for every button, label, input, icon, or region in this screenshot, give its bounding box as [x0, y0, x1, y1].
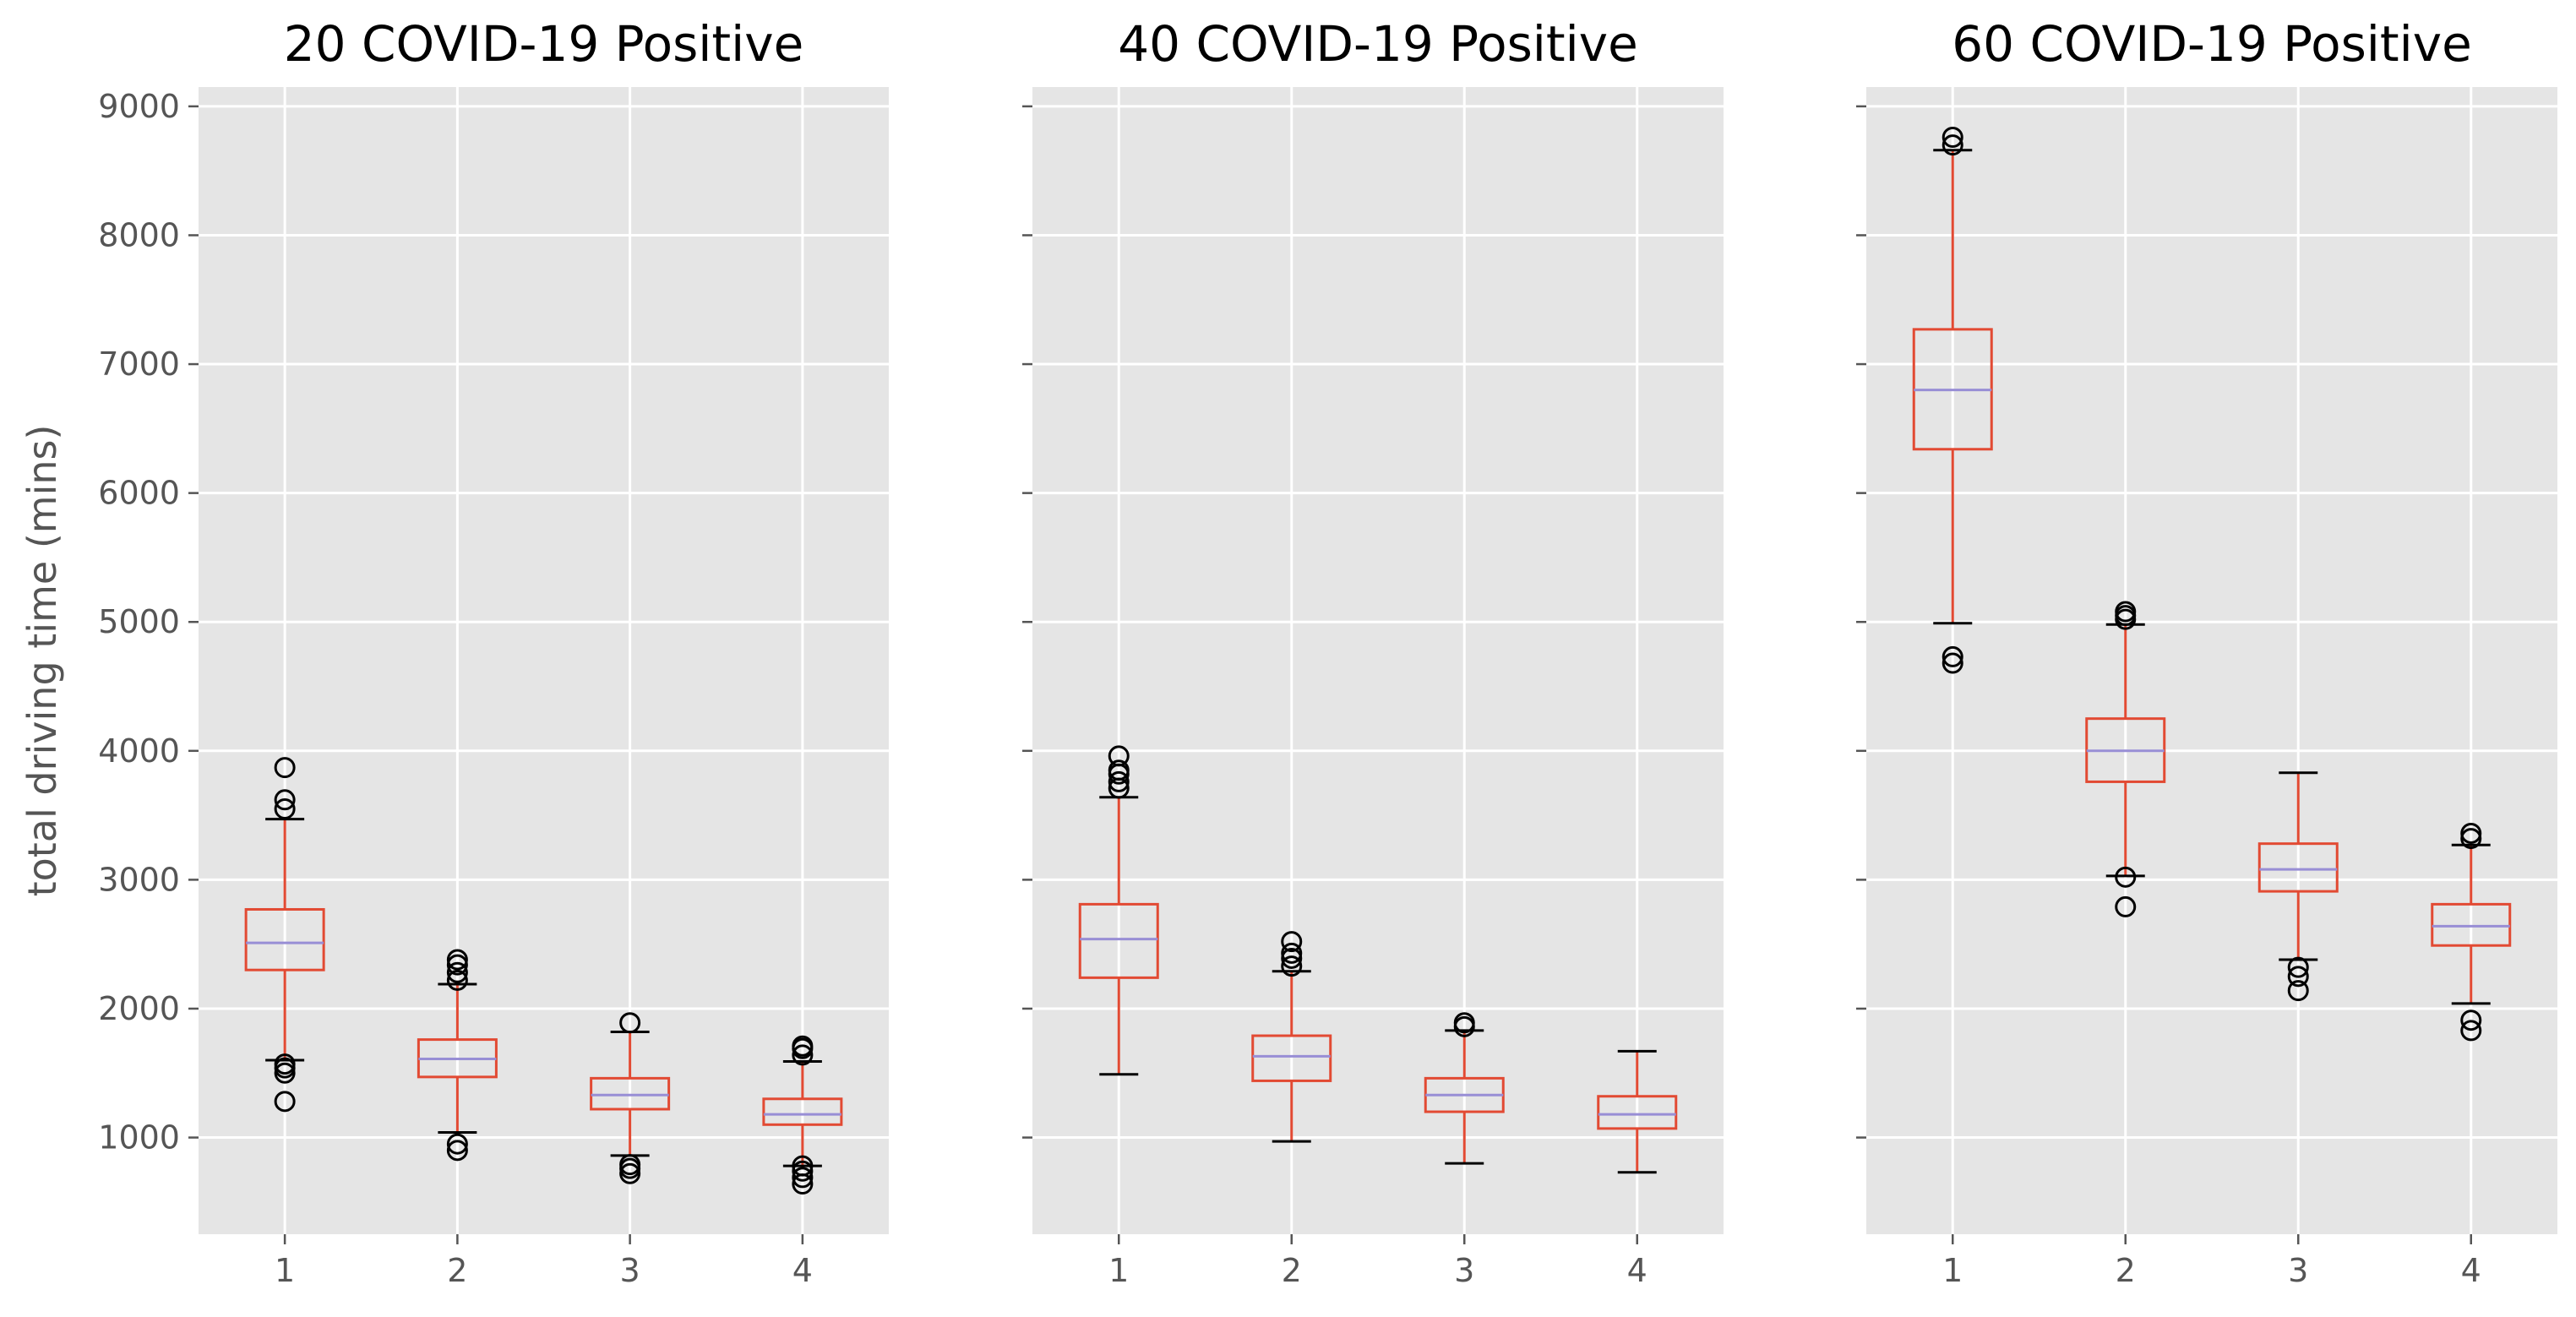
x-tick-label: 2 [447, 1252, 467, 1289]
y-tick-label: 9000 [98, 88, 180, 125]
plot-area [1032, 87, 1724, 1234]
x-tick-label: 4 [1627, 1252, 1647, 1289]
x-tick-label: 2 [1282, 1252, 1302, 1289]
outlier-point [1281, 931, 1303, 953]
outlier-point [1108, 745, 1130, 767]
x-tick-label: 1 [1942, 1252, 1963, 1289]
outlier-point [274, 797, 296, 819]
x-tick-label: 3 [1454, 1252, 1474, 1289]
y-tick-label: 6000 [98, 475, 180, 512]
outlier-point [792, 1044, 814, 1066]
plot-area [199, 87, 889, 1234]
outlier-point [446, 961, 468, 983]
outlier-point [619, 1162, 641, 1184]
outlier-point [2115, 895, 2137, 917]
outlier-point [2115, 866, 2137, 888]
iqr-box [1597, 1095, 1678, 1130]
box-1 [1078, 745, 1159, 1076]
outlier-point [446, 1133, 468, 1155]
outlier-point [446, 954, 468, 976]
box-3 [2257, 771, 2339, 1002]
x-tick-label: 1 [1108, 1252, 1129, 1289]
panel-2: 1 2 3 4 40 COVID-19 Positive [1022, 15, 1724, 1289]
panel-title: 60 COVID-19 Positive [1952, 15, 2472, 73]
outlier-point [1942, 127, 1963, 149]
iqr-box [2257, 842, 2339, 893]
outlier-point [2460, 1020, 2482, 1042]
outlier-point [1942, 134, 1963, 156]
outlier-point [619, 1012, 641, 1034]
y-tick-label: 5000 [98, 603, 180, 640]
outlier-point [2460, 822, 2482, 844]
x-tick-label: 4 [792, 1252, 813, 1289]
outlier-point [446, 949, 468, 971]
y-axis-label: total driving time (mins) [19, 425, 65, 897]
y-tick-label: 8000 [98, 216, 180, 253]
outlier-point [274, 1091, 296, 1113]
x-tick-label: 3 [620, 1252, 640, 1289]
outlier-point [274, 1062, 296, 1084]
outlier-point [2287, 980, 2309, 1002]
panel-3: 1 2 3 4 60 COVID-19 Positive [1856, 15, 2557, 1289]
outlier-point [792, 1160, 814, 1182]
y-tick-label: 2000 [98, 990, 180, 1027]
outlier-point [2460, 1010, 2482, 1031]
outlier-point [2460, 828, 2482, 850]
box-2 [417, 949, 498, 1162]
box-2 [1251, 931, 1332, 1143]
y-tick-label: 7000 [98, 346, 180, 383]
outlier-point [1942, 652, 1963, 674]
outlier-point [1942, 645, 1963, 667]
panel-title: 40 COVID-19 Positive [1118, 15, 1638, 73]
box-1 [244, 757, 325, 1113]
outlier-point [792, 1035, 814, 1057]
y-tick-label: 3000 [98, 861, 180, 898]
outlier-point [1108, 759, 1130, 781]
x-tick-label: 2 [2116, 1252, 2136, 1289]
box-1 [1912, 127, 1993, 674]
outlier-point [792, 1167, 814, 1189]
panel-title: 20 COVID-19 Positive [284, 15, 804, 73]
box-4 [762, 1035, 843, 1195]
outlier-point [2287, 966, 2309, 988]
iqr-box [1251, 1034, 1332, 1082]
y-tick-label: 4000 [98, 732, 180, 770]
box-4 [2431, 822, 2512, 1042]
iqr-box [762, 1097, 843, 1126]
panel-1: 1000 2000 3000 4000 5000 6000 7000 8000 9000 1 2 3 4… [98, 15, 889, 1289]
outlier-point [1453, 1012, 1475, 1034]
outlier-point [2287, 956, 2309, 978]
x-tick-label: 4 [2461, 1252, 2481, 1289]
outlier-point [2115, 601, 2137, 623]
box-3 [590, 1012, 671, 1184]
outlier-point [274, 1053, 296, 1075]
outlier-point [274, 757, 296, 779]
box-2 [2085, 601, 2166, 917]
x-tick-label: 3 [2288, 1252, 2308, 1289]
outlier-point [446, 969, 468, 991]
outlier-point [792, 1155, 814, 1177]
iqr-box [590, 1076, 671, 1111]
iqr-box [1078, 902, 1159, 979]
outlier-point [1281, 942, 1303, 964]
outlier-point [446, 1140, 468, 1162]
outlier-point [274, 789, 296, 811]
outlier-point [619, 1154, 641, 1176]
outlier-point [1108, 770, 1130, 792]
plot-area [1866, 87, 2557, 1234]
outlier-point [1281, 947, 1303, 969]
outlier-point [1281, 955, 1303, 977]
y-tick-label: 1000 [98, 1119, 180, 1156]
iqr-box [2431, 902, 2512, 947]
box-4 [1597, 1049, 1678, 1174]
iqr-box [244, 907, 325, 971]
x-tick-label: 1 [275, 1252, 295, 1289]
box-3 [1424, 1012, 1505, 1165]
